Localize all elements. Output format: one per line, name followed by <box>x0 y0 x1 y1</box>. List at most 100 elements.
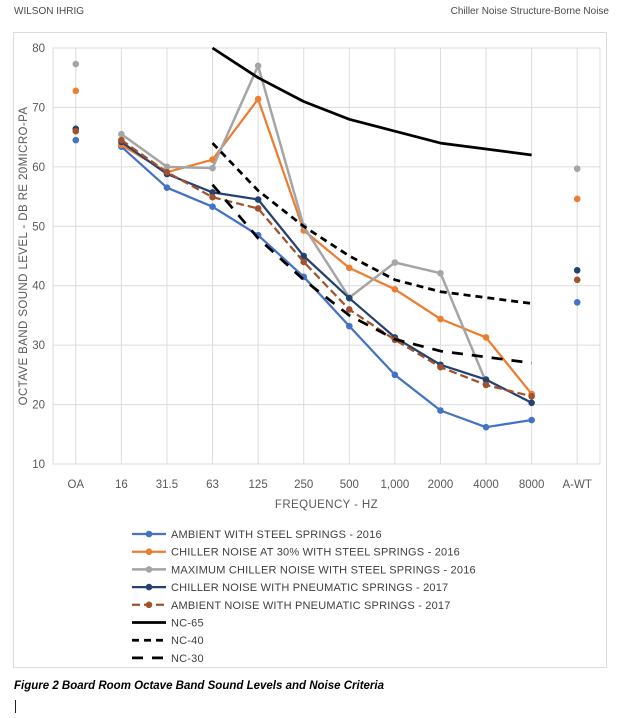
x-tick-label: 1,000 <box>380 479 409 491</box>
chart-legend: AMBIENT WITH STEEL SPRINGS - 2016 CHILLER… <box>132 529 476 665</box>
data-point <box>118 130 125 138</box>
data-point <box>573 299 581 306</box>
data-point <box>72 60 80 68</box>
legend-label: NC-40 <box>171 635 204 647</box>
data-point <box>163 184 171 191</box>
data-point <box>391 285 399 293</box>
legend-swatch-marker <box>145 548 153 555</box>
data-point <box>72 127 80 135</box>
data-point <box>209 189 216 196</box>
data-point <box>573 276 581 284</box>
legend-label: CHILLER NOISE AT 30% WITH STEEL SPRINGS … <box>171 547 460 559</box>
legend-swatch-marker <box>145 583 153 591</box>
figure-caption: Figure 2 Board Room Octave Band Sound Le… <box>14 680 384 692</box>
text-cursor[interactable] <box>15 700 16 713</box>
x-tick-label: OA <box>67 479 84 491</box>
y-tick-label: 50 <box>32 221 45 233</box>
data-point <box>345 264 353 272</box>
data-point <box>482 334 490 341</box>
legend-label: NC-65 <box>171 618 204 630</box>
data-point <box>437 407 444 414</box>
data-point <box>209 164 216 172</box>
y-tick-label: 80 <box>32 43 45 55</box>
data-point <box>163 168 171 176</box>
series-line-0 <box>120 145 532 429</box>
chart-container: 10 20 30 40 50 60 70 80 OA 16 31.5 63 125 250 500 1,000… <box>13 32 607 668</box>
legend-swatch-marker <box>145 601 153 609</box>
data-point <box>573 195 581 203</box>
series-line-1 <box>120 97 533 395</box>
data-point <box>573 165 581 172</box>
series-line-3 <box>120 140 533 404</box>
y-tick-label: 40 <box>32 281 45 293</box>
series-line-7 <box>211 183 532 365</box>
y-tick-label: 10 <box>32 459 45 471</box>
data-point <box>254 196 262 203</box>
data-point <box>72 87 80 95</box>
data-point <box>300 252 308 260</box>
data-point <box>163 163 171 171</box>
legend-label: CHILLER NOISE WITH PNEUMATIC SPRINGS - 2… <box>171 582 448 594</box>
legend-swatch-marker <box>145 530 153 538</box>
data-point <box>391 259 399 266</box>
legend-label: NC-30 <box>171 653 204 665</box>
legend-item: CHILLER NOISE AT 30% WITH STEEL SPRINGS … <box>132 547 460 559</box>
data-point <box>345 306 353 313</box>
x-axis-title: FREQUENCY - HZ <box>275 499 378 511</box>
data-point <box>254 62 262 70</box>
y-tick-label: 70 <box>32 102 45 114</box>
legend-item: NC-65 <box>132 618 204 630</box>
data-point <box>528 416 535 424</box>
legend-item: AMBIENT NOISE WITH PNEUMATIC SPRINGS - 2… <box>132 600 451 612</box>
x-tick-label: 250 <box>294 479 313 491</box>
data-point <box>528 399 535 407</box>
y-tick-label: 60 <box>32 162 45 174</box>
legend-item: MAXIMUM CHILLER NOISE WITH STEEL SPRINGS… <box>132 564 476 576</box>
series-line-5 <box>211 46 532 157</box>
legend-item: NC-40 <box>132 635 204 647</box>
data-point <box>254 95 262 103</box>
octave-band-sound-level-chart: 10 20 30 40 50 60 70 80 OA 16 31.5 63 125 250 500 1,000… <box>18 43 601 665</box>
data-point <box>300 258 308 266</box>
y-axis-title: OCTAVE BAND SOUND LEVEL - DB RE 20MICRO-… <box>18 107 30 406</box>
legend-label: MAXIMUM CHILLER NOISE WITH STEEL SPRINGS… <box>171 564 476 576</box>
data-point <box>209 193 216 201</box>
data-point <box>118 136 125 144</box>
data-point <box>209 203 216 210</box>
data-point <box>345 294 353 302</box>
data-point <box>72 136 80 144</box>
x-tick-label: 63 <box>206 479 219 491</box>
x-tick-label: 2000 <box>428 479 454 491</box>
series-line-4 <box>120 139 532 398</box>
x-tick-label: 31.5 <box>156 479 178 491</box>
data-point <box>573 266 581 274</box>
x-tick-label: A-WT <box>563 479 592 491</box>
data-point <box>482 381 490 389</box>
data-point <box>482 423 490 431</box>
plot-border <box>52 47 601 465</box>
legend-label: AMBIENT NOISE WITH PNEUMATIC SPRINGS - 2… <box>171 600 451 612</box>
data-point <box>437 363 444 371</box>
y-tick-label: 20 <box>32 400 45 412</box>
data-point <box>528 392 535 400</box>
data-point <box>345 322 353 330</box>
data-point <box>482 376 490 383</box>
data-point <box>437 269 444 277</box>
x-tick-label: 4000 <box>473 479 499 491</box>
legend-item: AMBIENT WITH STEEL SPRINGS - 2016 <box>132 529 382 541</box>
page-header: WILSON IHRIG Chiller Noise Structure-Bor… <box>14 6 609 17</box>
data-point <box>391 371 399 379</box>
header-left-text: WILSON IHRIG <box>14 6 85 17</box>
header-right-text: Chiller Noise Structure-Borne Noise <box>450 6 609 17</box>
x-tick-label: 500 <box>340 479 359 491</box>
y-tick-label: 30 <box>32 340 45 352</box>
x-tick-label: 16 <box>115 479 128 491</box>
legend-label: AMBIENT WITH STEEL SPRINGS - 2016 <box>171 529 382 541</box>
data-point <box>254 205 262 212</box>
legend-item: CHILLER NOISE WITH PNEUMATIC SPRINGS - 2… <box>132 582 448 594</box>
x-tick-label: 8000 <box>519 479 545 491</box>
x-tick-label: 125 <box>249 479 268 491</box>
series-line-6 <box>211 142 532 305</box>
data-point <box>437 315 444 323</box>
